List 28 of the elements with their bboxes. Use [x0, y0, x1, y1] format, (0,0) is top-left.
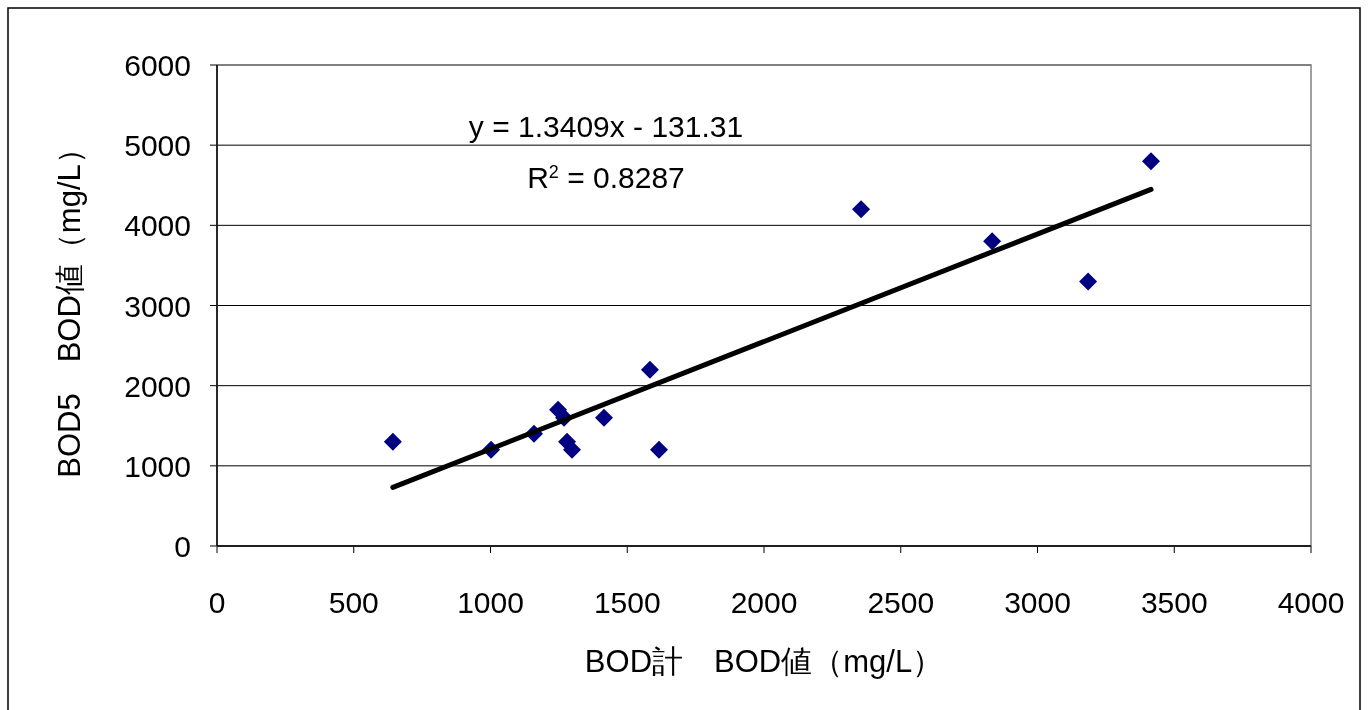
y-tick-label: 5000	[124, 129, 191, 163]
point	[383, 432, 402, 451]
x-tick-label: 2500	[867, 586, 935, 619]
point	[640, 360, 659, 379]
point	[595, 408, 613, 427]
point	[1142, 152, 1160, 171]
point	[852, 200, 871, 219]
x-tick-label: 1500	[593, 586, 661, 619]
x-tick-label: 1000	[457, 586, 524, 619]
y-tick-label: 2000	[124, 369, 191, 403]
y-tick-label: 1000	[124, 449, 191, 483]
point	[1079, 272, 1098, 291]
annotation: y = 1.3409x - 131.31	[468, 110, 744, 143]
x-axis-title: BOD計 BOD値（mg/L）	[584, 644, 944, 679]
point	[649, 440, 668, 459]
x-tick-label: 3500	[1140, 586, 1208, 619]
x-tick-label: 2000	[730, 586, 798, 619]
y-tick-label: 0	[174, 530, 191, 563]
x-tick-label: 4000	[1277, 586, 1345, 619]
x-tick-label: 0	[208, 586, 226, 619]
x-tick-label: 500	[328, 586, 379, 619]
y-axis-title: BOD5 BOD値（mg/L）	[52, 133, 87, 478]
annotation: R$^{2}$ = 0.8287	[527, 161, 685, 194]
y-tick-label: 6000	[124, 49, 191, 82]
y-tick-label: 4000	[124, 209, 191, 243]
x-tick-label: 3000	[1004, 586, 1071, 619]
point	[983, 232, 1002, 251]
y-tick-label: 3000	[124, 289, 191, 323]
